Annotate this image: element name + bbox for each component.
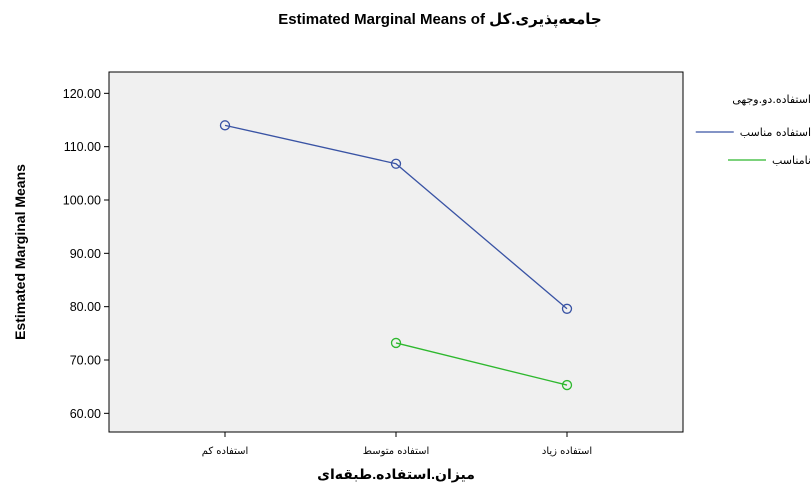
data-point	[219, 120, 231, 131]
y-tick-label: 70.00	[70, 354, 101, 368]
data-point	[561, 303, 573, 314]
y-tick-label: 110.00	[64, 140, 101, 154]
x-tick-label: استفاده متوسط	[363, 446, 430, 457]
data-point	[561, 379, 573, 391]
chart-title: Estimated Marginal Means of جامعه‌پذیری.…	[278, 11, 601, 29]
data-point	[390, 337, 402, 349]
plot-area	[108, 71, 684, 433]
y-tick-label: 80.00	[70, 300, 101, 314]
series-line	[395, 342, 568, 386]
legend-entry-label: استفاده مناسب	[740, 126, 811, 139]
y-axis: 60.00 70.00 80.00 90.00 100.00 110.00 120.00	[63, 87, 109, 421]
y-axis-label: Estimated Marginal Means	[12, 164, 28, 340]
y-tick-label: 120.00	[63, 87, 101, 101]
series-layer	[219, 120, 573, 391]
series-line	[224, 124, 568, 310]
x-tick-label: استفاده زیاد	[542, 446, 592, 457]
y-tick-label: 100.00	[63, 194, 101, 208]
legend: استفاده.دو.وجهی استفاده مناسب نامناسب	[695, 93, 811, 167]
legend-title: استفاده.دو.وجهی	[732, 93, 811, 106]
data-point	[390, 158, 402, 169]
x-axis: استفاده کم استفاده متوسط استفاده زیاد	[202, 432, 592, 457]
x-tick-label: استفاده کم	[202, 446, 249, 457]
y-tick-label: 90.00	[70, 247, 101, 261]
y-tick-label: 60.00	[70, 407, 101, 421]
x-axis-label: میزان.استفاده.طبقه‌ای	[317, 466, 475, 483]
legend-entry-label: نامناسب	[772, 154, 811, 167]
